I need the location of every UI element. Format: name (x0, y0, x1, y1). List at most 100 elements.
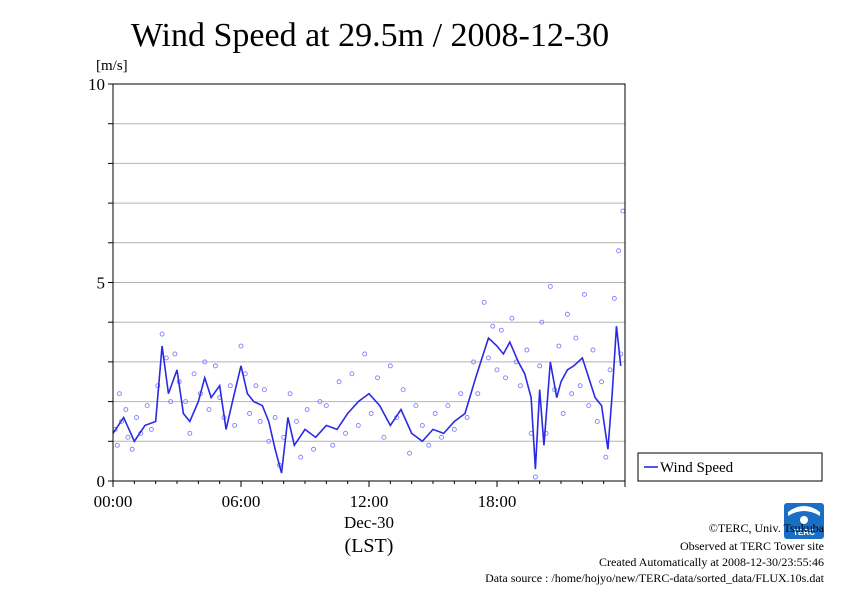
data-point (227, 383, 233, 389)
data-point (163, 355, 169, 361)
data-point (573, 335, 579, 341)
data-point (148, 426, 154, 432)
data-point (272, 415, 278, 420)
data-point (607, 367, 613, 373)
logo-drop (800, 516, 808, 524)
data-point (336, 379, 342, 385)
data-point (413, 403, 419, 409)
chart-title: Wind Speed at 29.5m / 2008-12-30 (131, 17, 609, 54)
data-point (537, 363, 543, 369)
data-point (419, 422, 425, 428)
data-point (202, 359, 208, 365)
credit-created: Created Automatically at 2008-12-30/23:5… (599, 555, 824, 569)
credit-observed: Observed at TERC Tower site (680, 539, 824, 553)
data-point (564, 311, 570, 317)
data-point (116, 391, 122, 397)
data-point (582, 291, 587, 297)
data-point (594, 419, 600, 424)
data-point (212, 363, 218, 369)
data-point (556, 343, 562, 349)
data-point (471, 359, 476, 365)
data-point (262, 387, 267, 393)
data-point (547, 284, 553, 289)
data-point (518, 383, 523, 389)
data-point (238, 343, 244, 349)
y-tick-label: 10 (88, 75, 105, 94)
data-point (490, 323, 496, 329)
x-axis-label: (LST) (345, 535, 394, 557)
data-point (475, 391, 481, 397)
data-point (569, 391, 575, 397)
data-point (287, 391, 293, 397)
data-point (445, 403, 451, 409)
data-point (486, 355, 491, 361)
data-point (206, 407, 212, 412)
credit-source: Data source : /home/hojyo/new/TERC-data/… (485, 571, 825, 585)
data-point (620, 208, 626, 214)
data-point (355, 422, 361, 428)
data-point (577, 383, 583, 389)
data-point (451, 426, 457, 432)
x-axis-date-label: Dec-30 (344, 513, 394, 532)
data-point (129, 446, 135, 452)
logo-arc (788, 506, 820, 516)
logo-text: TERC (793, 528, 815, 537)
data-point (498, 327, 504, 333)
data-point (368, 411, 374, 416)
data-point (311, 446, 316, 452)
data-point (539, 319, 545, 325)
data-point (603, 454, 609, 460)
y-tick-label: 0 (97, 472, 106, 491)
series-line (112, 326, 622, 474)
data-point (464, 415, 470, 420)
data-point (426, 442, 432, 448)
data-point (123, 407, 129, 412)
data-point (232, 422, 238, 428)
data-point (168, 399, 174, 405)
data-point (343, 430, 348, 436)
data-point (432, 411, 438, 416)
data-point (611, 295, 617, 301)
data-point (599, 379, 604, 385)
data-point (191, 371, 197, 377)
legend-label: Wind Speed (660, 460, 734, 476)
x-tick-label: 12:00 (350, 492, 389, 511)
data-point (362, 351, 368, 357)
data-point (183, 399, 188, 405)
data-point (586, 403, 592, 409)
data-point (381, 434, 387, 440)
data-point (253, 383, 259, 389)
legend: Wind Speed (637, 452, 823, 482)
terc-logo-icon: TERC (784, 503, 824, 539)
data-point (134, 415, 139, 420)
x-tick-label: 06:00 (222, 492, 261, 511)
data-point (257, 419, 263, 424)
data-point (560, 411, 566, 416)
y-axis-ticks: 0 5 10 (88, 75, 113, 491)
x-tick-label: 00:00 (94, 492, 133, 511)
data-point (616, 248, 622, 254)
data-point (330, 442, 336, 448)
data-point (266, 438, 272, 444)
data-point (387, 363, 393, 369)
data-point (524, 347, 530, 353)
data-point (298, 454, 304, 460)
data-point (458, 391, 464, 397)
data-point (590, 347, 596, 353)
data-point (503, 375, 508, 381)
data-point (407, 450, 412, 456)
data-point (323, 403, 329, 409)
credit-copyright: ©TERC, Univ. Tsukuba (709, 521, 825, 535)
data-point (317, 399, 323, 405)
data-point (375, 375, 380, 381)
legend-box (637, 452, 823, 482)
data-point (172, 351, 178, 357)
scatter-points (112, 208, 626, 480)
data-point (400, 387, 406, 393)
data-point (114, 442, 120, 448)
y-axis-label: [m/s] (96, 58, 128, 74)
data-point (125, 434, 131, 440)
y-tick-label: 5 (97, 274, 106, 293)
data-point (159, 331, 165, 337)
